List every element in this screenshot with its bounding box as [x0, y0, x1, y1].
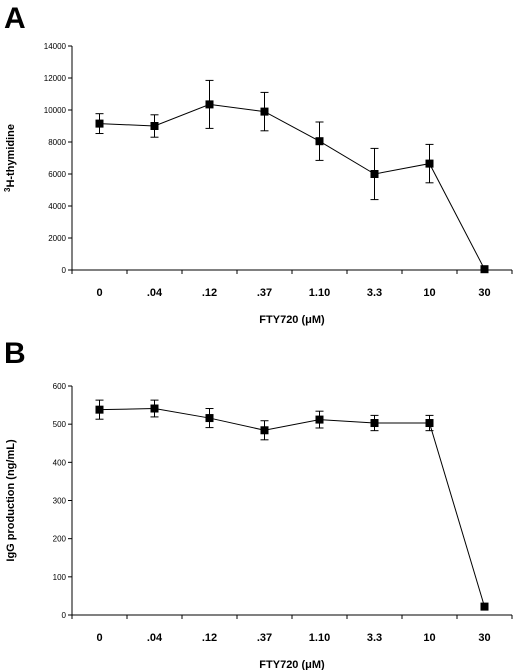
y-tick-label: 400 — [53, 458, 67, 467]
y-axis-title: IgG production (ng/mL) — [5, 439, 17, 562]
x-tick-label: .12 — [202, 632, 217, 644]
y-tick-label: 12000 — [44, 74, 67, 83]
chart-panel-b: B 0 100 200 300 400 500 600 0 .04 .12 .37 1.10 3.3 10… — [0, 335, 520, 670]
data-point — [480, 602, 489, 611]
series-line — [99, 408, 485, 607]
y-tick-label: 2000 — [48, 234, 66, 243]
panel-label: B — [4, 337, 26, 370]
data-point — [95, 405, 104, 414]
x-axis-title: FTY720 (μM) — [259, 314, 325, 326]
data-point — [370, 419, 379, 428]
data-point — [260, 426, 269, 435]
x-tick-label: .12 — [202, 287, 217, 299]
y-tick-label: 600 — [53, 382, 67, 391]
data-point — [205, 414, 214, 423]
x-tick-label: 30 — [478, 632, 490, 644]
data-point — [315, 137, 324, 146]
y-tick-label: 300 — [53, 497, 67, 506]
y-tick-label: 4000 — [48, 202, 66, 211]
data-point — [205, 100, 214, 109]
data-point — [370, 170, 379, 178]
data-point — [260, 107, 269, 116]
x-tick-label: 1.10 — [309, 632, 330, 644]
panel-label: A — [4, 2, 26, 35]
y-tick-label: 0 — [62, 266, 67, 275]
chart-panel-a: A 0 2000 4000 6000 8000 10000 12000 14000 0 .04 .1… — [3, 2, 513, 326]
y-tick-label: 14000 — [44, 42, 67, 51]
data-point — [315, 415, 324, 424]
y-tick-label: 100 — [53, 573, 67, 582]
data-point — [480, 265, 489, 274]
x-tick-label: 30 — [478, 287, 490, 299]
x-tick-label: 0 — [96, 632, 102, 644]
x-tick-label: 0 — [96, 287, 102, 299]
data-point — [425, 419, 434, 428]
y-tick-label: 8000 — [48, 138, 66, 147]
y-tick-label: 10000 — [44, 106, 67, 115]
data-point — [150, 122, 159, 130]
thymidine-chart: 0 2000 4000 6000 8000 10000 12000 14000 0 .04 .12.… — [3, 42, 513, 326]
data-point — [425, 159, 434, 168]
y-axis-title: 3H-thymidine — [3, 124, 18, 192]
y-tick-label: 0 — [62, 611, 67, 620]
x-tick-label: .04 — [147, 632, 163, 644]
x-tick-label: .37 — [257, 287, 272, 299]
series-line — [99, 103, 485, 270]
x-tick-label: 3.3 — [367, 287, 382, 299]
x-tick-label: 10 — [423, 287, 435, 299]
data-point — [150, 404, 159, 413]
y-tick-label: 6000 — [48, 170, 66, 179]
x-tick-label: 3.3 — [367, 632, 382, 644]
x-tick-label: 1.10 — [309, 287, 330, 299]
x-axis-title: FTY720 (μM) — [259, 659, 325, 670]
x-tick-label: 10 — [423, 632, 435, 644]
x-tick-label: .04 — [147, 287, 163, 299]
data-point — [95, 119, 104, 128]
x-tick-label: .37 — [257, 632, 272, 644]
y-tick-label: 500 — [53, 420, 67, 429]
igg-chart: 0 100 200 300 400 500 600 0 .04 .12 .37 1.10 3.3 10 30… — [5, 382, 513, 670]
y-tick-label: 200 — [53, 535, 67, 544]
